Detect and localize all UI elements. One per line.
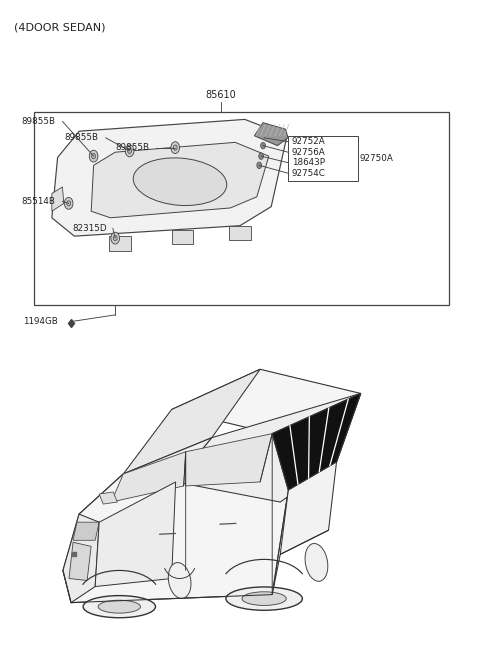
Text: 85514B: 85514B [22, 197, 56, 206]
Circle shape [92, 154, 96, 159]
Polygon shape [272, 394, 360, 490]
Polygon shape [109, 236, 131, 251]
Ellipse shape [305, 543, 328, 581]
Ellipse shape [98, 600, 141, 613]
Polygon shape [229, 226, 251, 240]
Circle shape [125, 145, 134, 157]
Polygon shape [95, 482, 176, 586]
Polygon shape [79, 438, 212, 514]
Circle shape [111, 232, 120, 244]
Ellipse shape [226, 587, 302, 610]
Polygon shape [73, 522, 99, 541]
Text: 92754C: 92754C [292, 169, 326, 178]
Circle shape [257, 162, 262, 169]
Bar [288, 136, 358, 181]
Text: 89855B: 89855B [65, 133, 99, 142]
Circle shape [128, 148, 132, 154]
Polygon shape [99, 492, 117, 504]
Polygon shape [186, 434, 272, 486]
Polygon shape [176, 394, 360, 502]
Circle shape [113, 236, 117, 241]
Circle shape [171, 142, 180, 154]
Polygon shape [63, 514, 99, 603]
Ellipse shape [133, 158, 227, 205]
Polygon shape [63, 434, 288, 603]
Text: (4DOOR SEDAN): (4DOOR SEDAN) [14, 23, 106, 33]
Circle shape [64, 197, 73, 209]
Text: 1194GB: 1194GB [23, 317, 58, 326]
Text: 85610: 85610 [205, 90, 236, 100]
Ellipse shape [168, 563, 191, 598]
Polygon shape [91, 142, 269, 218]
Text: 92752A: 92752A [292, 137, 325, 146]
Circle shape [89, 150, 98, 162]
Polygon shape [52, 187, 64, 211]
Polygon shape [111, 452, 186, 502]
Circle shape [173, 145, 177, 150]
Bar [34, 112, 449, 305]
Ellipse shape [242, 592, 286, 605]
Polygon shape [123, 369, 260, 474]
Circle shape [261, 142, 265, 149]
Circle shape [67, 201, 71, 206]
Text: 89855B: 89855B [115, 143, 149, 152]
Polygon shape [272, 394, 360, 490]
Ellipse shape [83, 596, 156, 618]
Text: 92750A: 92750A [360, 154, 394, 163]
Polygon shape [69, 543, 91, 581]
Text: 92756A: 92756A [292, 148, 325, 157]
Polygon shape [172, 230, 193, 244]
Polygon shape [280, 462, 336, 554]
Text: 89855B: 89855B [22, 117, 56, 126]
Text: 18643P: 18643P [292, 158, 325, 167]
Circle shape [259, 153, 264, 159]
Polygon shape [52, 119, 287, 236]
Text: 82315D: 82315D [72, 224, 107, 233]
Polygon shape [172, 369, 360, 434]
Polygon shape [254, 123, 288, 146]
